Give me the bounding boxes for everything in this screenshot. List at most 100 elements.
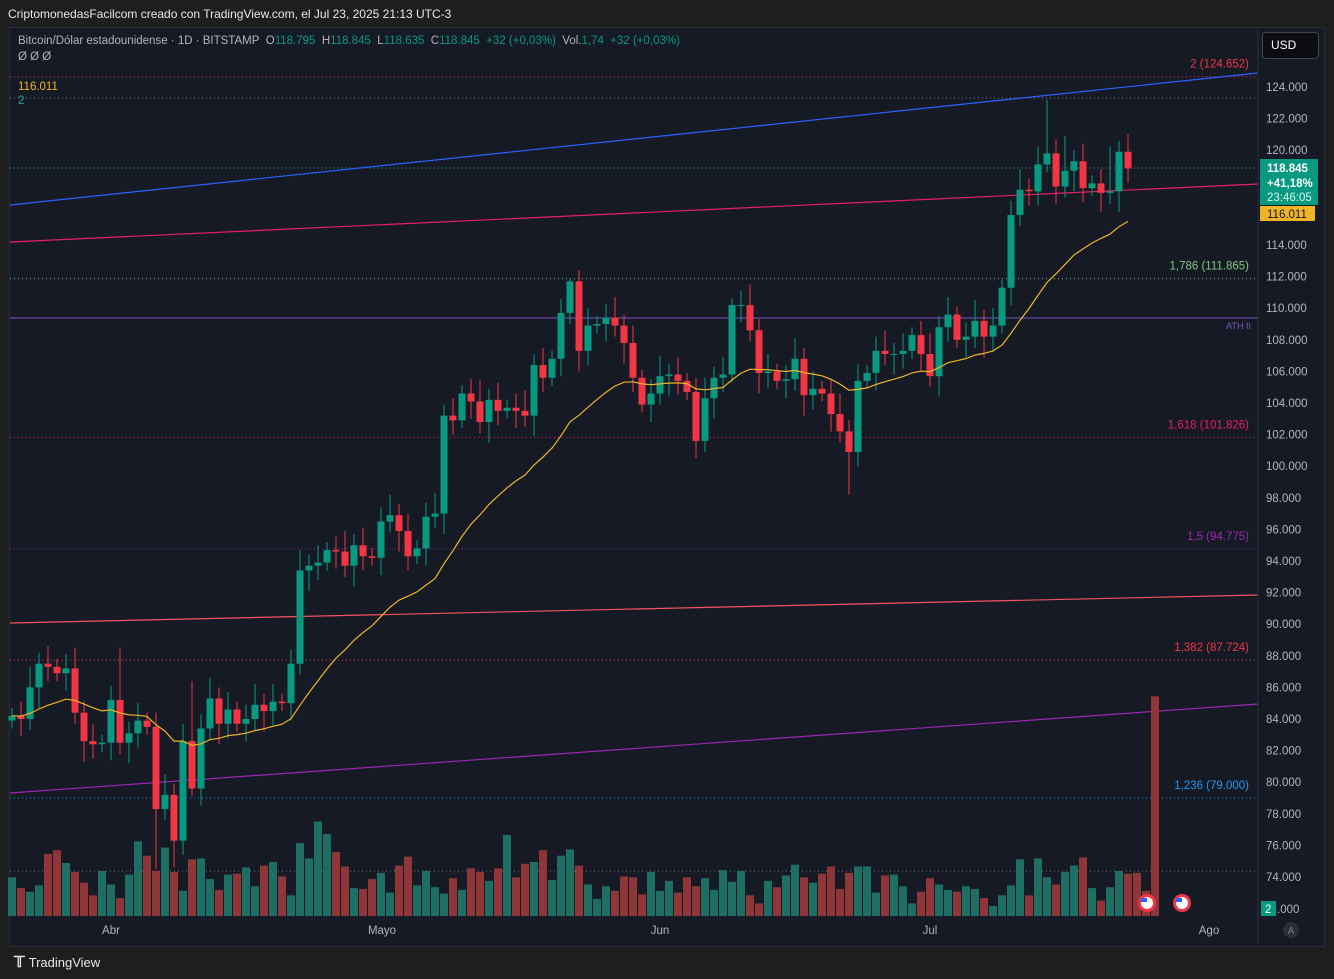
- candle-body: [494, 399, 502, 411]
- volume-bar: [1097, 900, 1105, 916]
- price-tick: 88.000: [1266, 651, 1301, 663]
- candle-body: [377, 521, 385, 558]
- indicator-count: 2: [18, 95, 25, 107]
- volume-bar: [1133, 872, 1141, 916]
- candle-body: [701, 398, 709, 441]
- candle-body: [593, 324, 601, 326]
- candle-body: [431, 513, 439, 517]
- volume-bar: [1052, 884, 1060, 916]
- volume-bar: [1124, 873, 1132, 916]
- volume-bar: [701, 878, 709, 916]
- trend-line[interactable]: [9, 594, 1259, 624]
- trend-line[interactable]: [9, 183, 1259, 243]
- candle-body: [683, 380, 691, 392]
- candle-body: [692, 391, 700, 441]
- candle-body: [314, 562, 322, 566]
- volume-bar: [251, 886, 259, 916]
- volume-bar: [314, 821, 322, 916]
- volume-bar: [89, 895, 97, 916]
- price-tick: 86.000: [1266, 682, 1301, 694]
- ma-price-label: 116.011: [1267, 209, 1307, 221]
- moving-average-line[interactable]: [11, 220, 1129, 747]
- low-value: 118.635: [383, 35, 425, 47]
- candle-body: [98, 742, 106, 745]
- candle-body: [872, 350, 880, 373]
- chart-pane[interactable]: [9, 27, 1325, 947]
- candle-body: [926, 354, 934, 377]
- time-label: Mayo: [368, 925, 396, 937]
- candle-body: [161, 794, 169, 810]
- volume-bar: [8, 877, 16, 916]
- candle-body: [899, 350, 907, 355]
- volume-bar: [305, 858, 313, 916]
- volume-bar: [818, 873, 826, 916]
- candle-body: [80, 712, 88, 742]
- volume-bar: [800, 877, 808, 916]
- candle-body: [512, 407, 520, 411]
- ath-label: ATH II: [1226, 321, 1251, 331]
- candle-body: [476, 401, 484, 422]
- volume-bar: [647, 871, 655, 916]
- candle-body: [1043, 153, 1051, 165]
- volume-bar: [557, 855, 565, 916]
- candle-body: [845, 431, 853, 452]
- candle-body: [71, 668, 79, 713]
- volume-bar: [521, 863, 529, 916]
- last-change: +41,18%: [1267, 178, 1313, 190]
- volume-bar: [530, 862, 538, 916]
- volume-bar: [152, 871, 160, 916]
- volume-bar: [1043, 877, 1051, 916]
- fib-level-label: 1,382 (87.724): [1174, 642, 1249, 654]
- price-tick: 104.000: [1266, 398, 1308, 410]
- ma-value: 116.011: [18, 81, 58, 93]
- volume-bar: [548, 880, 556, 916]
- candle-body: [1106, 191, 1114, 193]
- time-label: Abr: [102, 925, 120, 937]
- volume-bar: [350, 888, 358, 916]
- candle-body: [530, 365, 538, 416]
- trend-line[interactable]: [9, 703, 1259, 794]
- volume-bar: [926, 878, 934, 916]
- volume-bar: [665, 880, 673, 916]
- currency-button[interactable]: USD: [1262, 32, 1319, 59]
- volume-bar: [602, 886, 610, 916]
- volume-bar: [440, 893, 448, 916]
- symbol-legend: Bitcoin/Dólar estadounidense · 1D · BITS…: [18, 35, 680, 107]
- volume-bar: [917, 891, 925, 916]
- price-tick: 106.000: [1266, 366, 1308, 378]
- candle-body: [233, 709, 241, 724]
- candle-body: [566, 281, 574, 313]
- volume-bar: [845, 872, 853, 916]
- indicator-icons[interactable]: Ø Ø Ø: [18, 51, 52, 63]
- candle-body: [26, 687, 34, 719]
- candle-body: [800, 358, 808, 396]
- volume-bar: [1106, 887, 1114, 916]
- candle-body: [53, 666, 61, 674]
- close-label: C: [430, 35, 440, 47]
- auto-scale-button[interactable]: [1283, 922, 1299, 938]
- volume-bar: [1115, 871, 1123, 916]
- candle-body: [260, 704, 268, 712]
- candle-body: [35, 663, 43, 688]
- volume-bar: [341, 866, 349, 916]
- volume-bar: [422, 871, 430, 916]
- tradingview-logo[interactable]: 𝕋 TradingView: [14, 953, 100, 971]
- candle-body: [584, 325, 592, 351]
- volume-bar: [287, 895, 295, 916]
- candle-body: [602, 317, 610, 324]
- volume-bar: [782, 875, 790, 916]
- trend-line[interactable]: [9, 72, 1259, 206]
- candle-body: [620, 325, 628, 343]
- volume-bar: [35, 885, 43, 916]
- candle-body: [449, 415, 457, 421]
- volume-bar: [962, 886, 970, 916]
- candle-body: [206, 698, 214, 729]
- volume-bar: [395, 865, 403, 916]
- volume-bar: [998, 895, 1006, 916]
- price-tick: 82.000: [1266, 746, 1301, 758]
- time-label: Jul: [923, 925, 938, 937]
- volume-bar: [881, 875, 889, 916]
- symbol-name[interactable]: Bitcoin/Dólar estadounidense · 1D · BITS…: [18, 35, 260, 47]
- volume-bar: [953, 891, 961, 916]
